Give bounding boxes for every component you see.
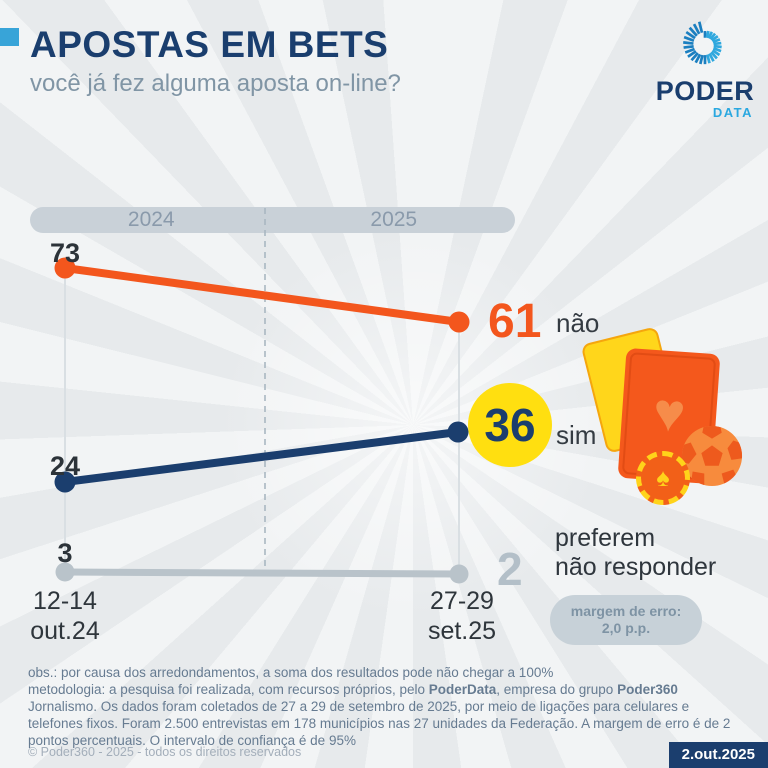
publication-date-badge: 2.out.2025	[668, 742, 768, 768]
logo-sub-text: DATA	[712, 105, 753, 120]
point-nao-2025	[448, 311, 470, 333]
poder-swirl-icon	[683, 21, 722, 65]
copyright-text: © Poder360 - 2025 - todos os direitos re…	[28, 745, 302, 759]
margin-of-error-badge: margem de erro: 2,0 p.p.	[550, 595, 702, 645]
value-sim-2025-highlight: 36	[468, 383, 552, 467]
chart-question: você já fez alguma aposta on-line?	[30, 70, 401, 97]
value-nao-2024: 73	[49, 238, 81, 268]
footer-notes: obs.: por causa dos arredondamentos, a s…	[28, 664, 740, 749]
footer-obs: obs.: por causa dos arredondamentos, a s…	[28, 665, 554, 680]
legend-nao: não	[556, 308, 600, 338]
footer-methodology: metodologia: a pesquisa foi realizada, c…	[28, 682, 731, 748]
logo-brand-text: PODER	[655, 76, 755, 106]
line-sim	[61, 428, 462, 486]
value-sim-2024: 24	[49, 451, 81, 481]
line-nao	[61, 264, 463, 326]
line-prefer-not-answer	[61, 568, 463, 578]
football-icon	[681, 425, 743, 487]
x-label-2024: 12-14 out.24	[30, 587, 100, 645]
spade-suit-icon: ♠	[656, 463, 670, 492]
poderdata-logo: PODER DATA	[650, 16, 760, 120]
value-pnr-2024: 3	[57, 538, 73, 568]
period-2025-label: 2025	[370, 208, 418, 231]
value-pnr-2025: 2	[497, 543, 523, 595]
accent-square	[0, 28, 19, 46]
period-2024-label: 2024	[127, 208, 175, 231]
period-header-bar: 2024 2025	[30, 207, 515, 233]
point-sim-2025	[447, 421, 469, 443]
legend-sim: sim	[556, 420, 597, 450]
value-nao-2025: 61	[488, 295, 542, 348]
poker-chip-icon: ♠	[636, 451, 690, 505]
point-pnr-2025	[449, 564, 469, 584]
x-label-2025: 27-29 set.25	[427, 587, 497, 645]
legend-prefer-not-answer: preferem não responder	[555, 524, 717, 581]
page-title: APOSTAS EM BETS	[30, 24, 389, 65]
